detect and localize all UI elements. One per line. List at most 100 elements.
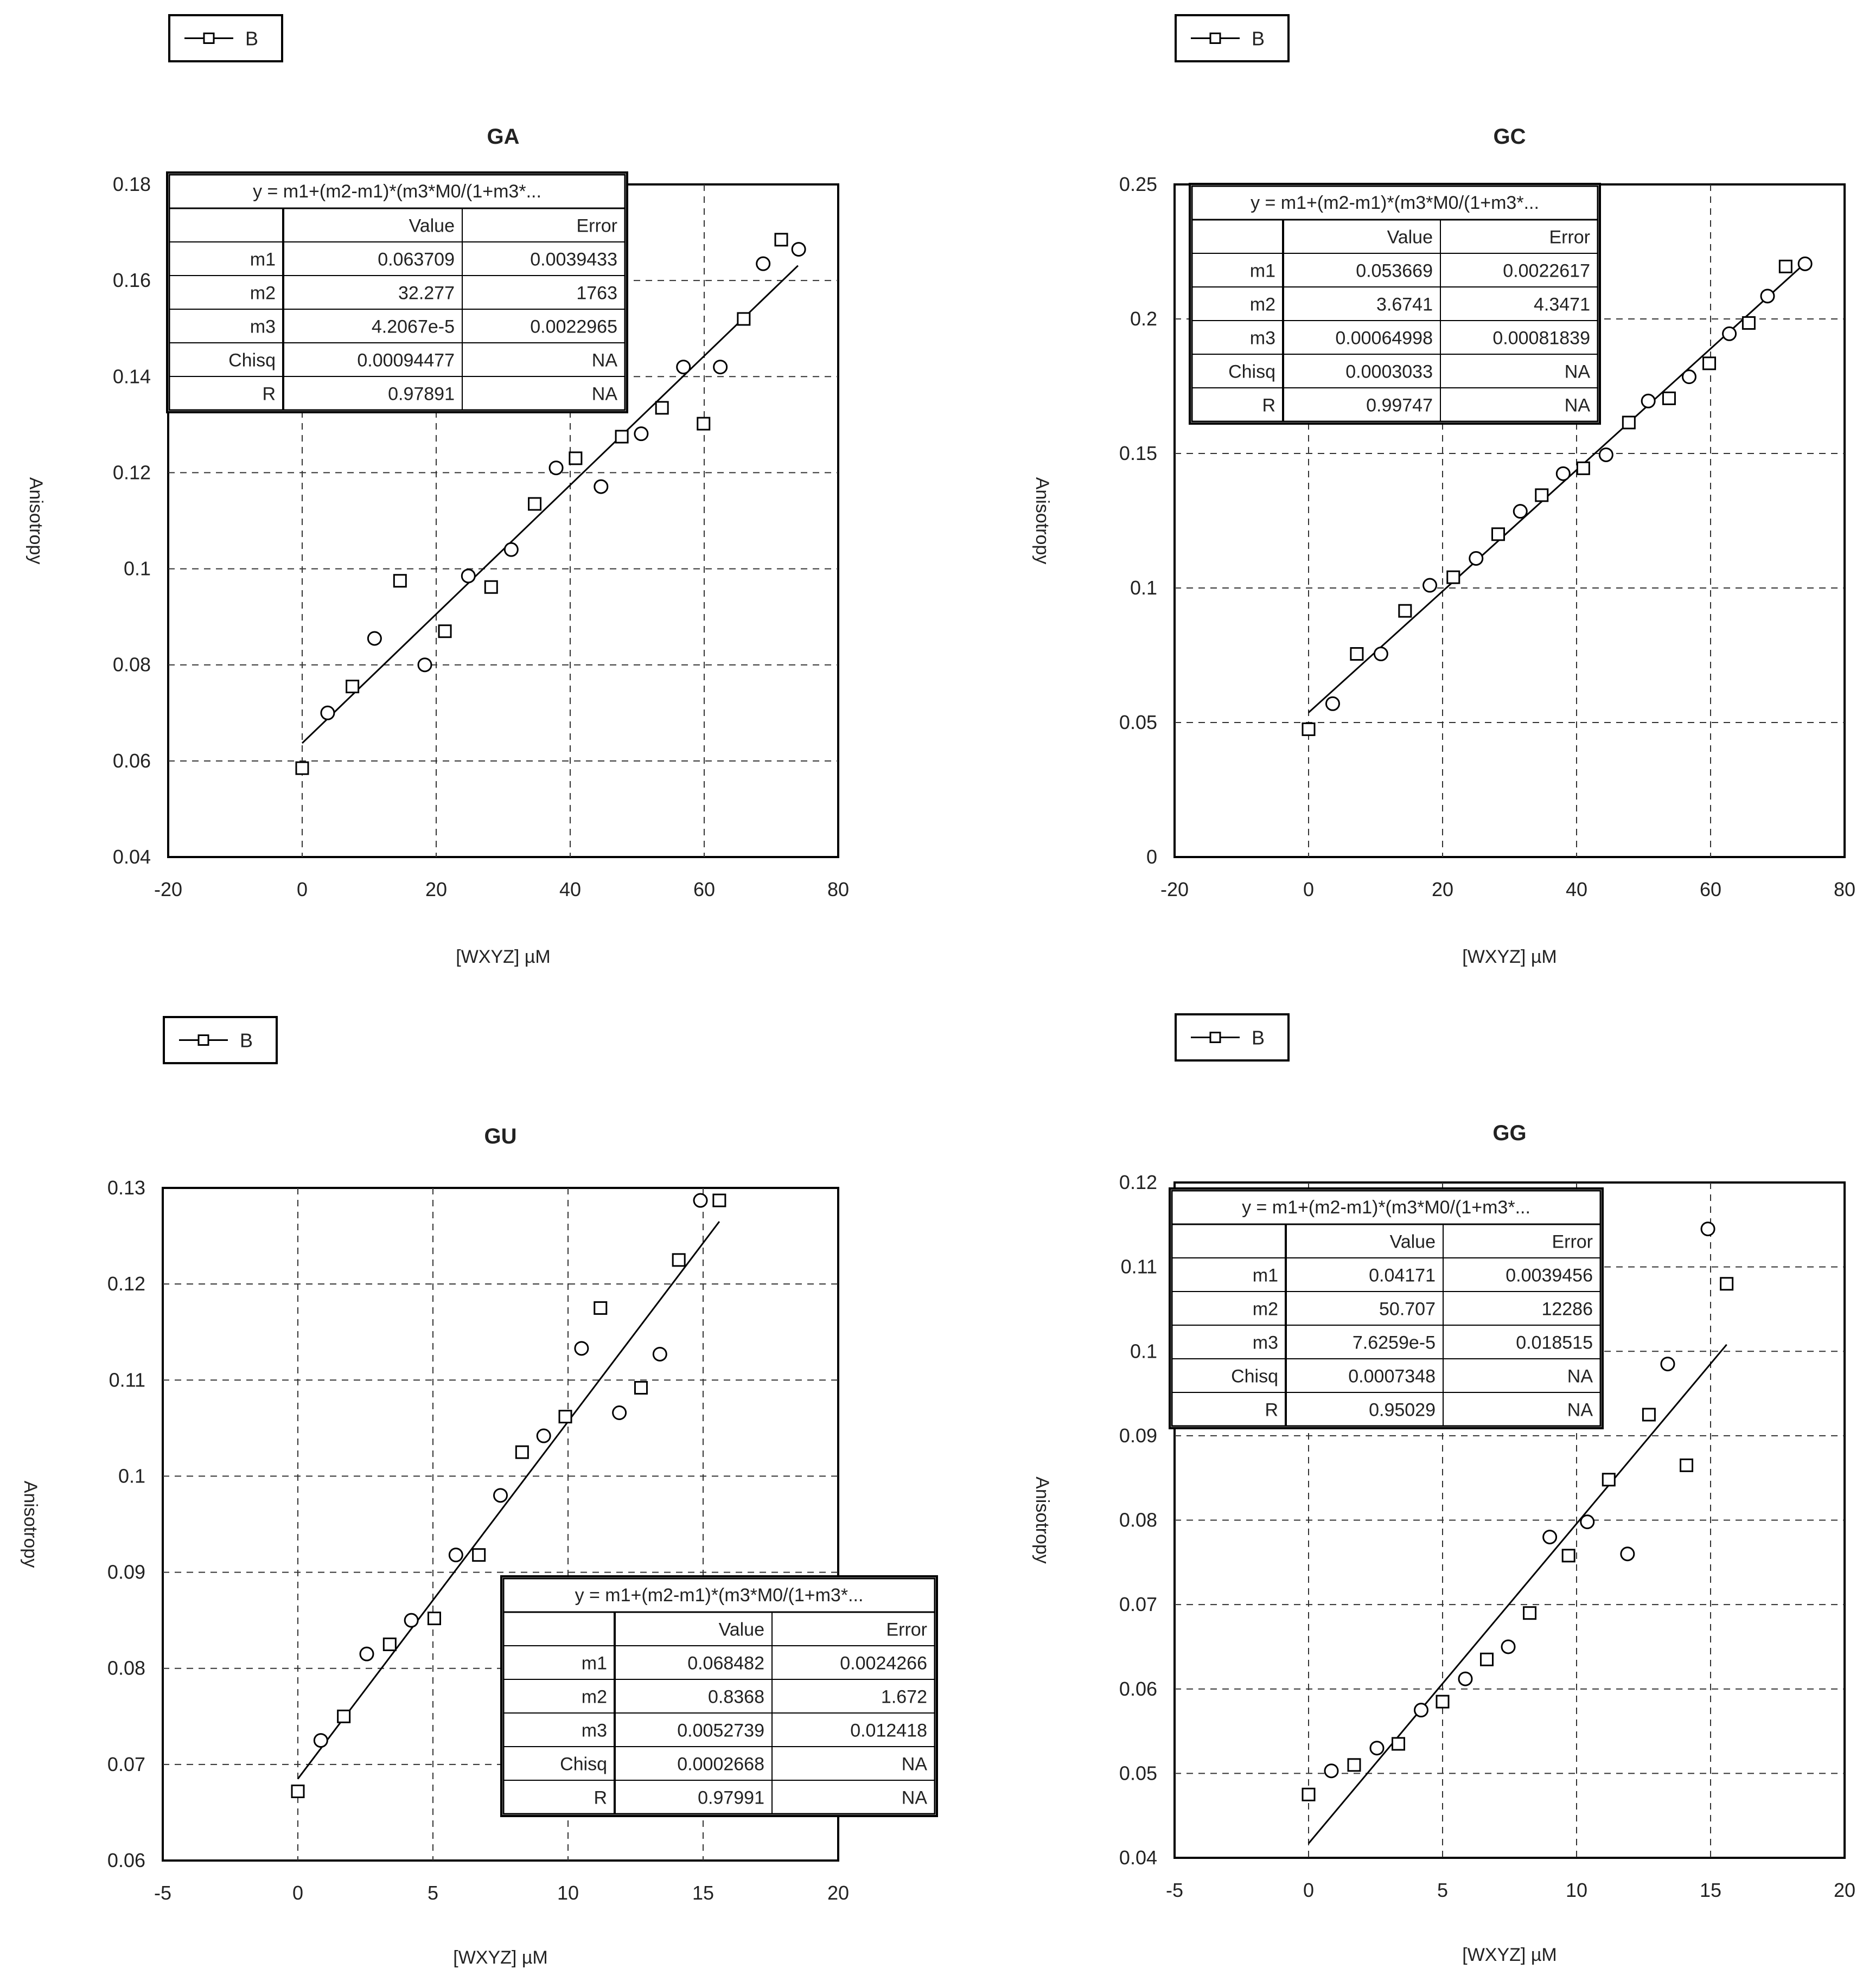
y-tick-label: 0.08 bbox=[107, 1657, 145, 1679]
fit-param-error: NA bbox=[902, 1787, 928, 1808]
fit-table-frame bbox=[1171, 1190, 1602, 1427]
y-axis-label: Anisotropy bbox=[1032, 1476, 1052, 1564]
data-point bbox=[1350, 647, 1364, 661]
fit-param-name: R bbox=[594, 1787, 607, 1808]
data-point bbox=[652, 1346, 667, 1361]
fit-param-error: 0.0022965 bbox=[530, 316, 617, 337]
data-point bbox=[320, 705, 335, 720]
fit-table-frame bbox=[1191, 185, 1599, 423]
data-point bbox=[1398, 604, 1412, 618]
x-tick-label: 60 bbox=[1700, 878, 1721, 900]
fit-param-error: 0.00081839 bbox=[1492, 328, 1590, 348]
fit-param-error: NA bbox=[902, 1754, 928, 1774]
data-point bbox=[612, 1405, 627, 1421]
y-tick-label: 0.07 bbox=[1119, 1593, 1157, 1615]
y-tick-label: 0.25 bbox=[1119, 173, 1157, 195]
data-point bbox=[558, 1410, 572, 1424]
chart-title: GU bbox=[484, 1124, 517, 1148]
data-points bbox=[1302, 1222, 1734, 1801]
data-point bbox=[676, 360, 691, 375]
x-tick-label: 0 bbox=[292, 1882, 303, 1904]
fit-param-name: m3 bbox=[582, 1720, 607, 1741]
y-tick-label: 0.11 bbox=[109, 1369, 145, 1391]
data-point bbox=[515, 1445, 529, 1459]
x-tick-label: 60 bbox=[693, 878, 715, 900]
data-point bbox=[448, 1548, 463, 1563]
legend-label: B bbox=[1252, 28, 1265, 50]
data-point bbox=[1700, 1222, 1715, 1237]
legend-label: B bbox=[1252, 1027, 1265, 1049]
data-point bbox=[569, 451, 583, 465]
fit-param-error: 0.012418 bbox=[850, 1720, 927, 1741]
data-point bbox=[1523, 1606, 1537, 1620]
fit-param-error: 0.0039433 bbox=[530, 249, 617, 270]
fit-param-name: R bbox=[1262, 395, 1275, 416]
data-point bbox=[1555, 466, 1571, 481]
data-point bbox=[484, 580, 498, 594]
x-tick-label: 80 bbox=[827, 878, 849, 900]
x-axis-label: [WXYZ] µM bbox=[456, 947, 550, 967]
fit-param-error: NA bbox=[1565, 361, 1591, 382]
data-point bbox=[438, 624, 452, 638]
data-point bbox=[313, 1733, 328, 1748]
x-tick-label: 5 bbox=[428, 1882, 438, 1904]
legend-label: B bbox=[245, 28, 258, 50]
x-tick-label: 10 bbox=[1566, 1879, 1587, 1901]
data-point bbox=[548, 461, 564, 476]
data-point bbox=[472, 1548, 486, 1562]
fit-param-name: Chisq bbox=[1231, 1366, 1278, 1386]
fit-param-value: 0.97991 bbox=[698, 1787, 764, 1808]
fit-param-value: 0.0002668 bbox=[677, 1754, 764, 1774]
fit-param-value: 50.707 bbox=[1379, 1299, 1436, 1319]
x-tick-label: 20 bbox=[1432, 878, 1453, 900]
fit-param-error: NA bbox=[1567, 1366, 1593, 1386]
y-tick-label: 0.06 bbox=[1119, 1678, 1157, 1700]
x-tick-label: -20 bbox=[154, 878, 182, 900]
data-point bbox=[697, 417, 711, 431]
data-point bbox=[367, 631, 382, 646]
fit-param-value: 32.277 bbox=[398, 283, 455, 303]
x-tick-label: 0 bbox=[1303, 878, 1314, 900]
data-point bbox=[1302, 1787, 1316, 1801]
x-tick-label: 20 bbox=[1834, 1879, 1855, 1901]
legend: B bbox=[163, 1016, 278, 1064]
data-point bbox=[1373, 647, 1388, 662]
data-point bbox=[594, 1301, 608, 1315]
data-point bbox=[594, 479, 609, 494]
data-point bbox=[1535, 488, 1549, 502]
fit-param-name: m3 bbox=[1253, 1332, 1278, 1353]
data-point bbox=[713, 360, 728, 375]
data-point bbox=[1347, 1758, 1361, 1772]
fit-param-error: 0.0039456 bbox=[1506, 1265, 1593, 1286]
fit-table: y = m1+(m2-m1)*(m3*M0/(1+m3*... Value Erro… bbox=[1189, 183, 1601, 425]
fit-param-name: m2 bbox=[1253, 1299, 1278, 1319]
data-point bbox=[655, 401, 669, 415]
x-tick-label: 5 bbox=[1437, 1879, 1448, 1901]
x-tick-label: 15 bbox=[1700, 1879, 1721, 1901]
y-tick-label: 0.16 bbox=[113, 269, 151, 291]
y-tick-label: 0.12 bbox=[1119, 1171, 1157, 1193]
data-point bbox=[1641, 393, 1656, 408]
y-tick-label: 0.15 bbox=[1119, 442, 1157, 464]
data-point bbox=[1458, 1671, 1473, 1686]
data-point bbox=[774, 233, 788, 247]
fit-param-name: m2 bbox=[250, 283, 276, 303]
data-point bbox=[1325, 696, 1340, 711]
fit-table-frame bbox=[168, 174, 626, 411]
y-tick-label: 0.06 bbox=[107, 1849, 145, 1871]
data-point bbox=[291, 1784, 305, 1798]
data-point bbox=[791, 242, 806, 257]
data-point bbox=[1576, 461, 1590, 475]
data-point bbox=[295, 761, 309, 775]
x-tick-label: 0 bbox=[1303, 1879, 1314, 1901]
y-axis-label: Anisotropy bbox=[25, 477, 46, 565]
y-tick-label: 0.1 bbox=[1130, 1340, 1157, 1362]
data-points bbox=[295, 233, 806, 775]
data-point bbox=[672, 1253, 686, 1267]
fit-param-error: NA bbox=[1567, 1399, 1593, 1420]
fit-param-value: 3.6741 bbox=[1376, 294, 1433, 315]
y-tick-label: 0.07 bbox=[107, 1753, 145, 1775]
legend: B bbox=[168, 14, 283, 62]
fit-table-header: Value bbox=[719, 1619, 764, 1640]
fit-table: y = m1+(m2-m1)*(m3*M0/(1+m3*... Value Erro… bbox=[166, 171, 628, 413]
